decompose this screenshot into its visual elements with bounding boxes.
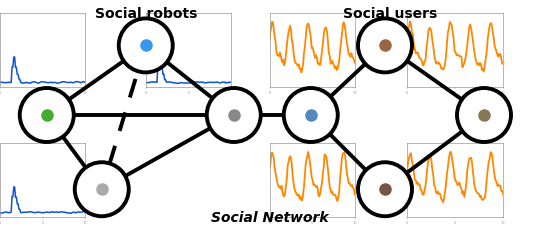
Ellipse shape: [358, 19, 412, 73]
Ellipse shape: [75, 163, 129, 216]
Text: Social users: Social users: [343, 7, 438, 21]
Ellipse shape: [358, 163, 412, 216]
Ellipse shape: [119, 19, 173, 73]
Ellipse shape: [284, 89, 338, 142]
Text: Social Network: Social Network: [211, 210, 328, 224]
Ellipse shape: [457, 89, 511, 142]
Ellipse shape: [207, 89, 261, 142]
Text: Social robots: Social robots: [95, 7, 197, 21]
Ellipse shape: [20, 89, 74, 142]
